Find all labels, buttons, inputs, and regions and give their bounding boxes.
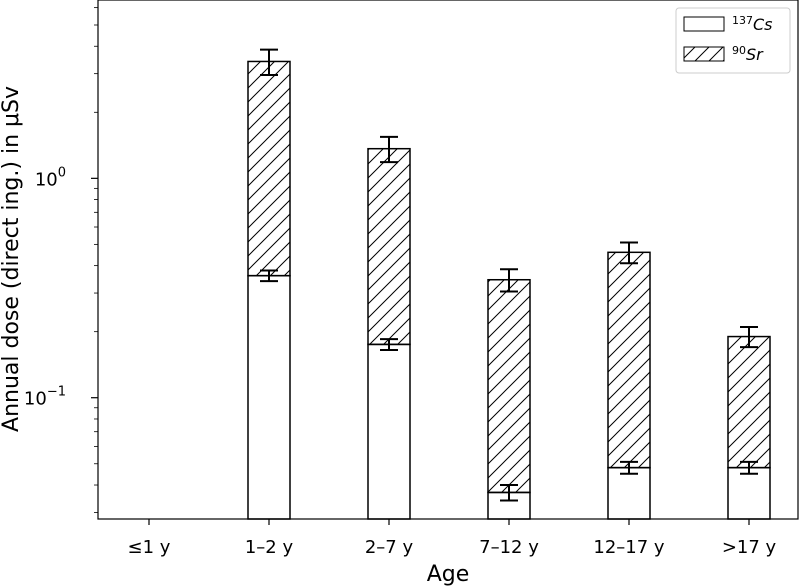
legend: 137Cs 90Sr bbox=[675, 7, 791, 74]
y-tick-label-1: 10−1 bbox=[24, 385, 66, 410]
x-axis-label: Age bbox=[427, 562, 470, 587]
errorbar-sr-2 bbox=[380, 135, 398, 164]
errorbar-sr-5 bbox=[740, 326, 758, 349]
legend-swatch-sr bbox=[683, 46, 725, 62]
errorbar-sr-3 bbox=[500, 268, 518, 293]
errorbar-cs-2 bbox=[380, 338, 398, 352]
errorbar-sr-4 bbox=[620, 241, 638, 265]
legend-label-cs: 137Cs bbox=[732, 14, 773, 34]
bar-sr-5 bbox=[727, 335, 771, 469]
x-tick-label-2: 2–7 y bbox=[365, 537, 414, 558]
x-tick-label-0: ≤1 y bbox=[128, 537, 171, 558]
y-tick-label-0: 100 bbox=[35, 165, 66, 190]
bar-cs-1 bbox=[247, 274, 291, 520]
bar-sr-4 bbox=[607, 251, 651, 469]
y-axis-label: Annual dose (direct ing.) in μSv bbox=[0, 86, 24, 432]
errorbar-cs-3 bbox=[500, 484, 518, 502]
bar-cs-4 bbox=[607, 466, 651, 520]
x-tick-label-4: 12–17 y bbox=[593, 537, 665, 558]
x-tick-label-3: 7–12 y bbox=[479, 537, 539, 558]
x-tick-label-1: 1–2 y bbox=[245, 537, 294, 558]
legend-swatch-cs bbox=[683, 16, 725, 32]
bar-sr-2 bbox=[367, 147, 411, 346]
bar-cs-2 bbox=[367, 343, 411, 520]
errorbar-cs-4 bbox=[620, 460, 638, 475]
bar-cs-5 bbox=[727, 466, 771, 520]
errorbar-cs-5 bbox=[740, 460, 758, 475]
legend-label-sr: 90Sr bbox=[732, 44, 764, 64]
x-tick-label-5: >17 y bbox=[722, 537, 777, 558]
errorbar-cs-1 bbox=[260, 269, 278, 283]
bars-layer bbox=[247, 48, 771, 520]
axes-layer: ≤1 y 1–2 y 2–7 y 7–12 y 12–17 y >17 y 100 10−1 bbox=[24, 7, 777, 558]
errorbar-sr-1 bbox=[260, 48, 278, 76]
bar-sr-1 bbox=[247, 60, 291, 277]
plot-frame bbox=[97, 0, 799, 520]
bar-sr-3 bbox=[487, 278, 531, 494]
